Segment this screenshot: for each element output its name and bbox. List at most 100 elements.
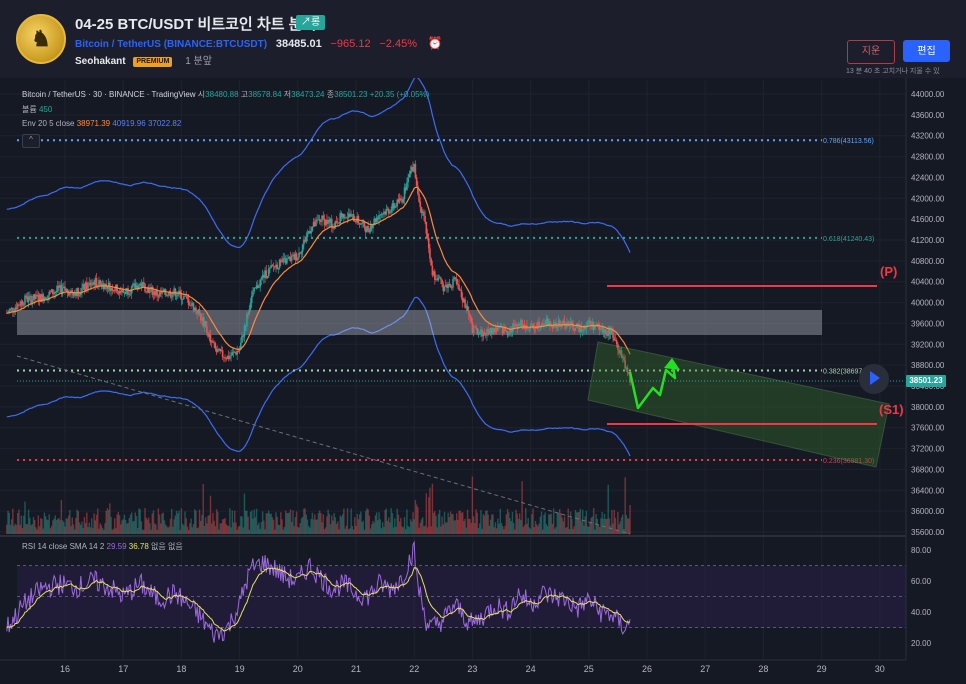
candle-body	[72, 292, 75, 296]
volume-bar	[360, 511, 362, 534]
volume-bar	[179, 529, 181, 534]
moving-average-line	[6, 186, 631, 355]
candle-body	[286, 258, 288, 264]
candle-body	[515, 324, 517, 327]
envelope-label[interactable]: Env 20 5 close	[22, 119, 75, 128]
candle-body	[237, 351, 240, 352]
volume-bar	[121, 520, 123, 534]
candle-body	[564, 324, 567, 328]
volume-bar	[510, 521, 512, 534]
idea-title: 04-25 BTC/USDT 비트코인 차트 분석	[75, 16, 317, 33]
volume-bar	[568, 529, 571, 534]
candle-body	[36, 294, 38, 296]
author-avatar[interactable]: ♞	[16, 14, 66, 64]
candle-body	[619, 350, 622, 354]
candle-body	[392, 203, 395, 209]
candle-body	[152, 291, 155, 295]
candle-body	[18, 304, 20, 306]
volume-bar	[412, 512, 414, 534]
volume-bar	[528, 527, 531, 534]
candle-body	[213, 342, 215, 344]
candle-body	[369, 225, 372, 232]
candle-body	[172, 293, 174, 297]
candle-body	[226, 355, 229, 360]
candle-body	[192, 303, 195, 311]
candle-body	[333, 227, 335, 229]
candle-body	[180, 293, 183, 300]
volume-bar	[363, 529, 366, 534]
candle-body	[378, 215, 380, 220]
volume-bar	[271, 517, 274, 534]
time-axis-label: 20	[293, 664, 303, 674]
legend-symbol[interactable]: Bitcoin / TetherUS · 30 · BINANCE · Trad…	[22, 90, 196, 99]
volume-bar	[588, 526, 590, 534]
symbol-exchange-link[interactable]: (BINANCE:BTCUSDT)	[163, 39, 268, 50]
candle-body	[256, 285, 259, 289]
volume-bar	[97, 508, 99, 534]
volume-bar	[317, 513, 320, 534]
volume-bar	[557, 512, 560, 534]
candle-body	[379, 214, 382, 216]
candle-body	[87, 283, 89, 290]
candle-body	[98, 280, 100, 288]
candle-body	[344, 217, 346, 219]
volume-bar	[511, 511, 514, 534]
candle-body	[56, 285, 59, 291]
volume-bar	[403, 517, 406, 534]
candle-body	[43, 297, 46, 301]
symbol-link[interactable]: Bitcoin / TetherUS	[75, 39, 161, 50]
volume-bar	[103, 529, 105, 534]
volume-bar	[418, 527, 420, 534]
volume-bar	[520, 520, 522, 534]
chart-canvas[interactable]: 0.786(43113.56) 0.618(41240.43) 0.382(3869…	[0, 78, 966, 684]
volume-bar	[293, 526, 295, 534]
volume-bar	[475, 509, 477, 534]
author-name[interactable]: Seohakant	[75, 56, 126, 67]
candle-body	[195, 307, 197, 312]
candle-body	[290, 255, 293, 262]
candle-body	[33, 294, 36, 299]
volume-bar	[327, 509, 329, 534]
volume-bar	[424, 525, 426, 534]
candle-body	[491, 327, 493, 334]
volume-bar	[586, 526, 589, 534]
candle-body	[62, 286, 65, 288]
volume-bar	[220, 523, 223, 534]
volume-bar	[457, 519, 459, 534]
volume-bar	[224, 518, 226, 534]
delete-button[interactable]: 지운	[847, 40, 895, 64]
volume-bar	[36, 529, 38, 534]
alarm-clock-icon[interactable]: ⏰	[427, 36, 443, 50]
volume-bar	[454, 520, 457, 534]
rsi-label[interactable]: RSI 14 close SMA 14 2	[22, 542, 105, 551]
edit-button[interactable]: 편집	[903, 40, 950, 62]
candle-body	[69, 293, 71, 296]
last-price-tag: 38501.23	[906, 375, 946, 387]
candle-body	[138, 284, 140, 290]
candle-body	[184, 295, 186, 297]
volume-bar	[592, 508, 595, 534]
volume-bar	[191, 527, 194, 534]
candle-body	[81, 287, 83, 293]
volume-bar	[200, 520, 202, 534]
candle-body	[355, 221, 357, 223]
rsi-axis: 80.00 60.00 40.00 20.00	[911, 546, 932, 648]
collapse-legend-button[interactable]: ^	[22, 134, 40, 148]
long-tag-badge: ↗롱	[296, 15, 326, 30]
volume-bar	[625, 514, 628, 534]
candle-body	[628, 372, 630, 374]
candle-body	[236, 351, 238, 355]
candle-body	[338, 223, 340, 224]
replay-play-button[interactable]	[859, 364, 889, 394]
candle-body	[486, 329, 488, 336]
volume-bar	[209, 495, 212, 534]
volume-label[interactable]: 볼륨	[22, 105, 37, 114]
volume-value: 450	[38, 105, 53, 114]
candle-body	[466, 305, 469, 311]
candle-body	[229, 356, 231, 359]
chart-area[interactable]: 0.786(43113.56) 0.618(41240.43) 0.382(3869…	[0, 78, 966, 684]
volume-bar	[266, 513, 269, 534]
time-axis-label: 21	[351, 664, 361, 674]
fib-level-label: 0.786(43113.56)	[823, 138, 874, 145]
volume-bar	[143, 529, 145, 534]
